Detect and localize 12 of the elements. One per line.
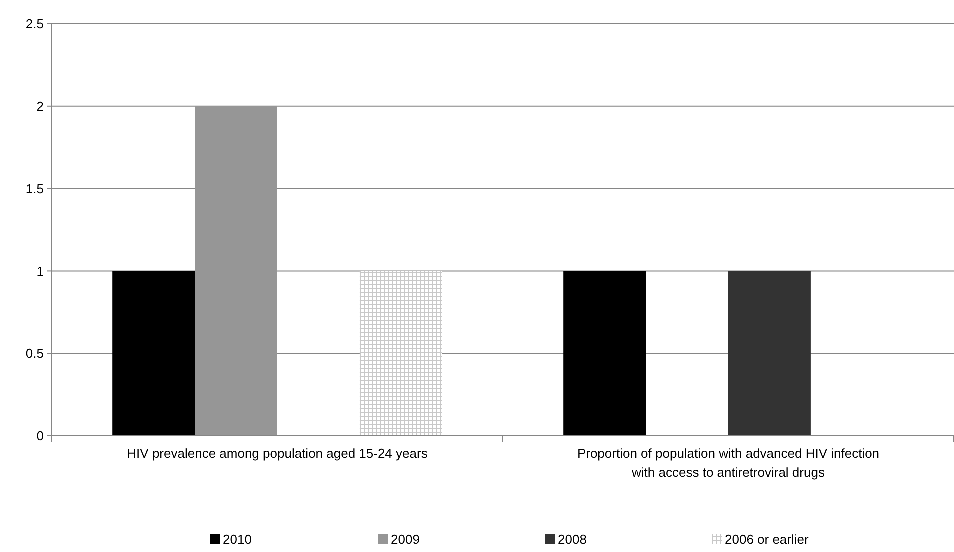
- x-tick-label: Proportion of population with advanced HIV infection with access to antiretroviral drugs: [577, 446, 880, 480]
- y-tick-label: 2.5: [26, 16, 44, 32]
- y-tick-label: 0: [36, 428, 44, 444]
- legend-label: 2006 or earlier: [725, 532, 810, 547]
- legend-label: 2008: [558, 532, 587, 547]
- y-tick-label: 0.5: [26, 346, 44, 362]
- y-tick-label: 1.5: [26, 181, 44, 196]
- y-tick-label: 1: [36, 264, 44, 279]
- x-tick-label: HIV prevalence among population aged 15-24 years: [127, 446, 428, 461]
- legend-label: 2010: [223, 532, 252, 547]
- legend-label: 2009: [391, 532, 420, 547]
- y-tick-label: 2: [36, 98, 44, 114]
